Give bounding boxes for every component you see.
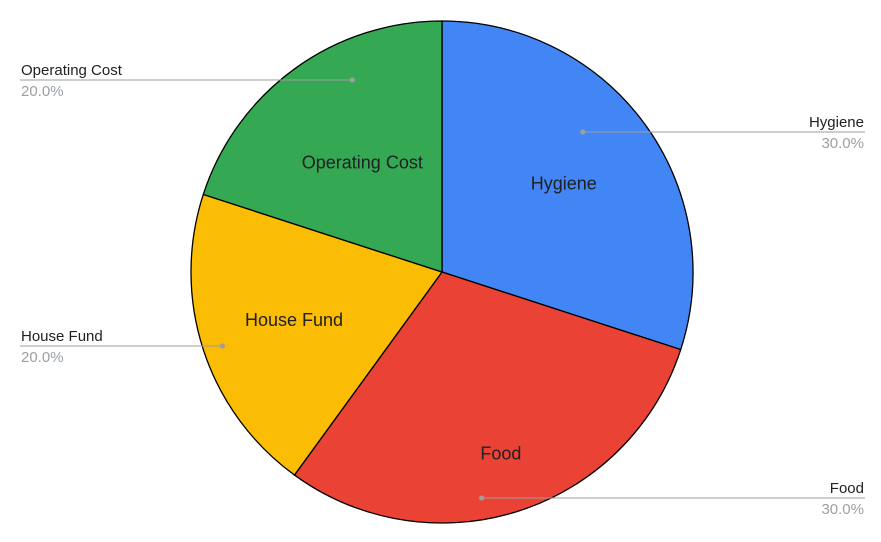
leader-dot-house-fund xyxy=(219,343,225,349)
external-percent-operating-cost: 20.0% xyxy=(21,83,64,100)
external-label-hygiene: Hygiene xyxy=(809,114,864,131)
slice-inner-labels: Hygiene Food House Fund Operating Cost xyxy=(245,152,597,463)
slice-food xyxy=(293,271,682,524)
leader-dot-food xyxy=(479,495,485,501)
pie-slices xyxy=(190,20,694,524)
external-label-food: Food xyxy=(830,480,864,497)
external-label-house-fund: House Fund xyxy=(21,328,103,345)
leader-dot-hygiene xyxy=(580,129,586,135)
slice-label-hygiene: Hygiene xyxy=(531,174,597,194)
leader-dot-operating-cost xyxy=(349,77,355,83)
slice-operating-cost xyxy=(202,20,443,273)
external-label-operating-cost: Operating Cost xyxy=(21,62,123,79)
external-percent-food: 30.0% xyxy=(821,501,864,518)
external-labels: Hygiene 30.0% Food 30.0% House Fund 20.0% Oper… xyxy=(21,62,864,518)
slice-house-fund xyxy=(190,193,444,476)
leader-lines xyxy=(20,77,865,501)
external-percent-hygiene: 30.0% xyxy=(821,135,864,152)
slice-label-operating-cost: Operating Cost xyxy=(302,152,423,172)
slice-hygiene xyxy=(441,20,694,351)
slice-label-food: Food xyxy=(480,443,521,463)
slice-label-house-fund: House Fund xyxy=(245,310,343,330)
external-percent-house-fund: 20.0% xyxy=(21,349,64,366)
